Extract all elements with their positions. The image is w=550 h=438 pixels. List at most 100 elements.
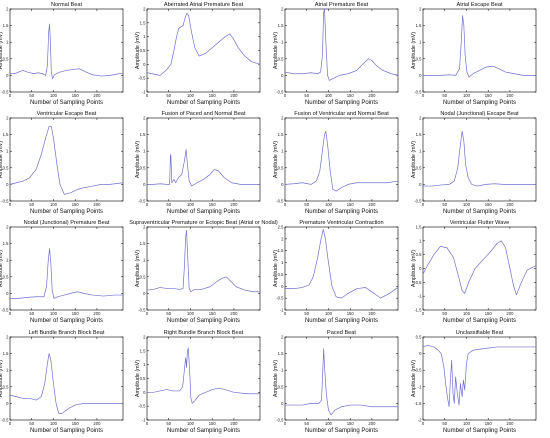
x-tick-label: 150 (72, 93, 80, 98)
subplot-title: Unclassifiable Beat (456, 330, 504, 336)
ecg-trace (285, 229, 399, 299)
x-tick-label: 150 (485, 93, 493, 98)
subplot-2: Aberrated Atrial Premature Beat 0 50 100 150… (135, 2, 261, 106)
x-axis-label: Number of Sampling Points (30, 428, 103, 434)
y-axis-label: Amplitude (mV) (135, 360, 141, 397)
plot-frame (422, 336, 537, 421)
y-tick-label: 1 (281, 260, 284, 265)
y-tick-label: 1 (143, 362, 146, 367)
y-tick-label: 1.5 (278, 351, 284, 356)
y-tick-label: 2.5 (278, 225, 284, 230)
y-tick-label: 1.5 (3, 23, 9, 28)
y-tick-label: -0.5 (1, 199, 9, 204)
x-tick-label: 150 (485, 421, 493, 426)
x-tick-label: 150 (485, 202, 493, 207)
y-tick-label: -1 (418, 384, 422, 389)
x-tick-label: 150 (72, 421, 80, 426)
subplot-12: Ventricular Flutter Wave 0 50 100 150 200 -1.5… (411, 220, 537, 324)
y-tick-label: 2 (6, 335, 9, 340)
x-tick-label: 0 (284, 421, 287, 426)
x-axis-label: Number of Sampling Points (443, 209, 516, 215)
x-tick-label: 150 (72, 202, 80, 207)
y-tick-label: 1 (419, 238, 422, 243)
subplot-title: Normal Beat (51, 2, 83, 8)
y-tick-label: 0 (281, 182, 284, 187)
x-tick-label: 200 (506, 311, 514, 316)
x-tick-label: 50 (29, 93, 34, 98)
y-axis-label: Amplitude (mV) (273, 250, 279, 287)
y-tick-label: 2 (281, 116, 284, 121)
x-tick-label: 200 (368, 421, 376, 426)
y-axis-label: Amplitude (mV) (135, 141, 141, 178)
x-tick-label: 50 (442, 421, 447, 426)
x-tick-label: 200 (230, 421, 238, 426)
x-tick-label: 50 (29, 202, 34, 207)
subplot-16: Unclassifiable Beat 0 50 100 150 200 -2 -1.5 -1 -… (411, 330, 537, 434)
y-axis-label: Amplitude (mV) (135, 32, 141, 69)
x-tick-label: 150 (209, 311, 217, 316)
y-tick-label: 0 (6, 401, 9, 406)
x-tick-label: 100 (187, 93, 195, 98)
y-tick-label: -0.5 (414, 199, 422, 204)
subplot-title: Fusion of Ventricular and Normal Beat (294, 111, 389, 117)
ecg-trace (9, 353, 123, 414)
plot-frame (422, 226, 537, 311)
subplot-title: Supraventricular Premature or Ectopic Be… (129, 220, 278, 226)
y-tick-label: 2 (419, 7, 422, 12)
y-axis-label: Amplitude (mV) (0, 250, 4, 287)
y-tick-label: -0.5 (276, 418, 284, 423)
y-tick-label: -0.5 (1, 308, 9, 313)
x-tick-label: 100 (50, 421, 58, 426)
y-tick-label: 0 (419, 266, 422, 271)
y-tick-label: 1 (143, 34, 146, 39)
y-axis-label: Amplitude (mV) (0, 141, 4, 178)
x-axis-label: Number of Sampling Points (30, 100, 103, 106)
x-tick-label: 100 (187, 202, 195, 207)
y-axis-label: Amplitude (mV) (135, 250, 141, 287)
y-tick-label: 2 (419, 116, 422, 121)
x-tick-label: 150 (209, 93, 217, 98)
y-tick-label: 0 (6, 291, 9, 296)
y-tick-label: 1 (281, 368, 284, 373)
y-tick-label: 0.5 (3, 274, 9, 279)
y-tick-label: 1 (6, 149, 9, 154)
y-tick-label: 0.5 (3, 56, 9, 61)
x-tick-label: 200 (368, 202, 376, 207)
y-tick-label: 2 (6, 7, 9, 12)
plot-frame (284, 226, 399, 311)
x-tick-label: 150 (72, 311, 80, 316)
x-axis-label: Number of Sampling Points (167, 318, 240, 324)
y-tick-label: 1 (281, 40, 284, 45)
y-tick-label: 0.5 (416, 252, 422, 257)
x-tick-label: 200 (506, 93, 514, 98)
y-tick-label: 2 (143, 335, 146, 340)
y-tick-label: -1.5 (414, 308, 422, 313)
plot-frame (146, 117, 261, 202)
ecg-trace (423, 15, 536, 78)
subplot-title: Nodal (Junctional) Escape Beat (440, 111, 519, 117)
y-tick-label: 1 (143, 149, 146, 154)
y-axis-label: Amplitude (mV) (0, 32, 4, 69)
subplot-10: Supraventricular Premature or Ectopic Be… (129, 220, 278, 324)
ecg-trace (146, 12, 261, 76)
x-axis-label: Number of Sampling Points (305, 209, 378, 215)
x-tick-label: 50 (304, 421, 309, 426)
x-tick-label: 100 (325, 202, 333, 207)
x-tick-label: 100 (187, 311, 195, 316)
y-tick-label: 1 (143, 258, 146, 263)
subplot-6: Fusion of Paced and Normal Beat 0 50 100 150… (135, 111, 261, 215)
x-tick-label: 0 (422, 202, 425, 207)
plot-frame (284, 336, 399, 421)
subplot-title: Atrial Escape Beat (456, 2, 502, 8)
y-tick-label: 1 (6, 40, 9, 45)
x-tick-label: 50 (442, 93, 447, 98)
ecg-trace (423, 130, 536, 187)
y-tick-label: -0.5 (138, 199, 146, 204)
x-tick-label: 100 (50, 202, 58, 207)
y-tick-label: 1 (6, 258, 9, 263)
ecg-trace (147, 347, 260, 404)
plot-frame (422, 117, 537, 202)
y-tick-label: 0 (419, 351, 422, 356)
y-axis-label: Amplitude (mV) (273, 141, 279, 178)
